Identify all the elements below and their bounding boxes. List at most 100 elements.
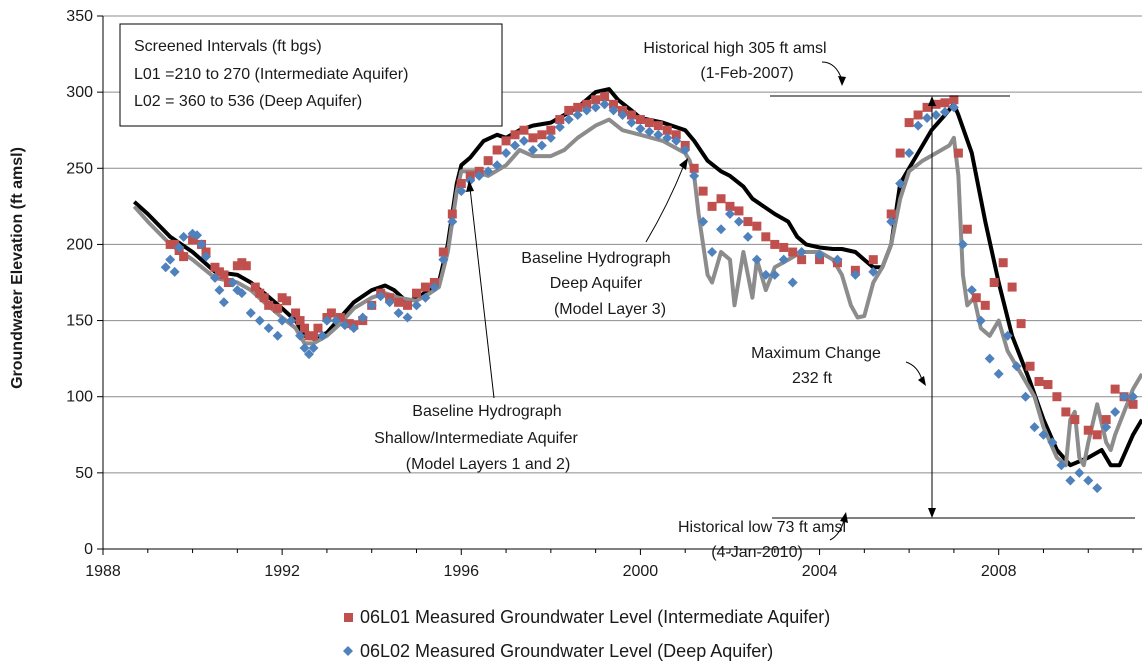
point-l02 bbox=[617, 109, 628, 120]
point-l01 bbox=[1016, 319, 1026, 329]
point-l01 bbox=[295, 316, 305, 326]
point-l02 bbox=[787, 277, 798, 288]
point-l02 bbox=[1119, 391, 1130, 402]
annotation-historical-low: Historical low 73 ft amsl (4-Jan-2010) bbox=[678, 512, 1135, 561]
point-l01 bbox=[179, 252, 189, 262]
point-l02 bbox=[1020, 391, 1031, 402]
point-l02 bbox=[698, 216, 709, 227]
point-l01 bbox=[949, 95, 959, 105]
point-l01 bbox=[743, 217, 753, 227]
point-l02 bbox=[245, 307, 256, 318]
point-l01 bbox=[447, 209, 457, 219]
shallow-aquifer-label-1: Baseline Hydrograph bbox=[412, 403, 561, 420]
point-l01 bbox=[770, 239, 780, 249]
point-l01 bbox=[282, 296, 292, 306]
point-l02 bbox=[366, 300, 377, 311]
point-l02 bbox=[254, 315, 265, 326]
point-l01 bbox=[1052, 392, 1062, 402]
point-l01 bbox=[644, 118, 654, 128]
point-l02 bbox=[286, 315, 297, 326]
point-l01 bbox=[188, 235, 198, 245]
point-l02 bbox=[483, 166, 494, 177]
point-l01 bbox=[219, 270, 229, 280]
point-l01 bbox=[420, 282, 430, 292]
point-l01 bbox=[308, 331, 318, 341]
point-l01 bbox=[250, 282, 260, 292]
point-l02 bbox=[295, 330, 306, 341]
point-l02 bbox=[510, 140, 521, 151]
deep-aquifer-label-2: Deep Aquifer bbox=[550, 275, 643, 292]
point-l02 bbox=[913, 120, 924, 131]
point-l02 bbox=[429, 282, 440, 293]
point-l01 bbox=[1101, 415, 1111, 425]
point-l02 bbox=[868, 266, 879, 277]
maximum-change-text: Maximum Change bbox=[751, 345, 881, 362]
point-l01 bbox=[300, 323, 310, 333]
point-l01 bbox=[1034, 376, 1044, 386]
annotation-deep-aquifer: Baseline Hydrograph Deep Aquifer (Model … bbox=[521, 158, 688, 318]
point-l01 bbox=[752, 221, 762, 231]
point-l01 bbox=[528, 133, 538, 143]
historical-high-text: Historical high 305 ft amsl bbox=[643, 40, 826, 57]
point-l01 bbox=[1061, 407, 1071, 417]
point-l02 bbox=[1074, 467, 1085, 478]
point-l02 bbox=[308, 342, 319, 353]
point-l02 bbox=[456, 186, 467, 197]
point-l02 bbox=[930, 109, 941, 120]
point-l02 bbox=[201, 251, 212, 262]
point-l02 bbox=[1092, 483, 1103, 494]
point-l01 bbox=[626, 110, 636, 120]
y-tick-label: 250 bbox=[66, 160, 93, 177]
point-l02 bbox=[644, 126, 655, 137]
point-l02 bbox=[214, 285, 225, 296]
point-l02 bbox=[447, 216, 458, 227]
x-tick-label: 2000 bbox=[623, 563, 659, 580]
point-l01 bbox=[895, 148, 905, 158]
y-tick-label: 300 bbox=[66, 84, 93, 101]
point-l02 bbox=[895, 178, 906, 189]
point-l02 bbox=[1002, 330, 1013, 341]
legend: 06L01 Measured Groundwater Level (Interm… bbox=[343, 607, 830, 661]
point-l01 bbox=[519, 125, 529, 135]
y-tick-label: 50 bbox=[75, 465, 93, 482]
point-l02 bbox=[236, 288, 247, 299]
legend-label-l01: 06L01 Measured Groundwater Level (Interm… bbox=[360, 607, 830, 627]
point-l02 bbox=[169, 266, 180, 277]
point-l01 bbox=[788, 247, 798, 257]
point-l01 bbox=[886, 209, 896, 219]
point-l01 bbox=[653, 121, 663, 131]
info-box-line-1: Screened Intervals (ft bgs) bbox=[134, 38, 322, 55]
point-l02 bbox=[635, 123, 646, 134]
point-l02 bbox=[760, 269, 771, 280]
point-l02 bbox=[769, 269, 780, 280]
point-l02 bbox=[174, 242, 185, 253]
point-l02 bbox=[939, 106, 950, 117]
point-l02 bbox=[527, 145, 538, 156]
point-l01 bbox=[940, 98, 950, 108]
point-l02 bbox=[209, 272, 220, 283]
point-l01 bbox=[403, 300, 413, 310]
shallow-aquifer-label-3: (Model Layers 1 and 2) bbox=[406, 456, 571, 473]
point-l01 bbox=[609, 99, 619, 109]
maximum-change-value: 232 ft bbox=[792, 370, 833, 387]
point-l02 bbox=[886, 216, 897, 227]
point-l02 bbox=[375, 291, 386, 302]
point-l02 bbox=[321, 315, 332, 326]
annotation-historical-high: Historical high 305 ft amsl (1-Feb-2007) bbox=[643, 40, 1010, 97]
point-l01 bbox=[1043, 380, 1053, 390]
point-l01 bbox=[582, 99, 592, 109]
point-l02 bbox=[1065, 475, 1076, 486]
point-l02 bbox=[581, 105, 592, 116]
point-l02 bbox=[165, 254, 176, 265]
point-l02 bbox=[330, 315, 341, 326]
x-tick-label: 1988 bbox=[85, 563, 121, 580]
point-l02 bbox=[984, 353, 995, 364]
point-l02 bbox=[304, 349, 315, 360]
point-l01 bbox=[962, 224, 972, 234]
point-l02 bbox=[572, 109, 583, 120]
historical-high-date: (1-Feb-2007) bbox=[700, 65, 793, 82]
point-l01 bbox=[241, 261, 251, 271]
point-l01 bbox=[573, 102, 583, 112]
y-tick-label: 0 bbox=[84, 541, 93, 558]
point-l02 bbox=[518, 135, 529, 146]
